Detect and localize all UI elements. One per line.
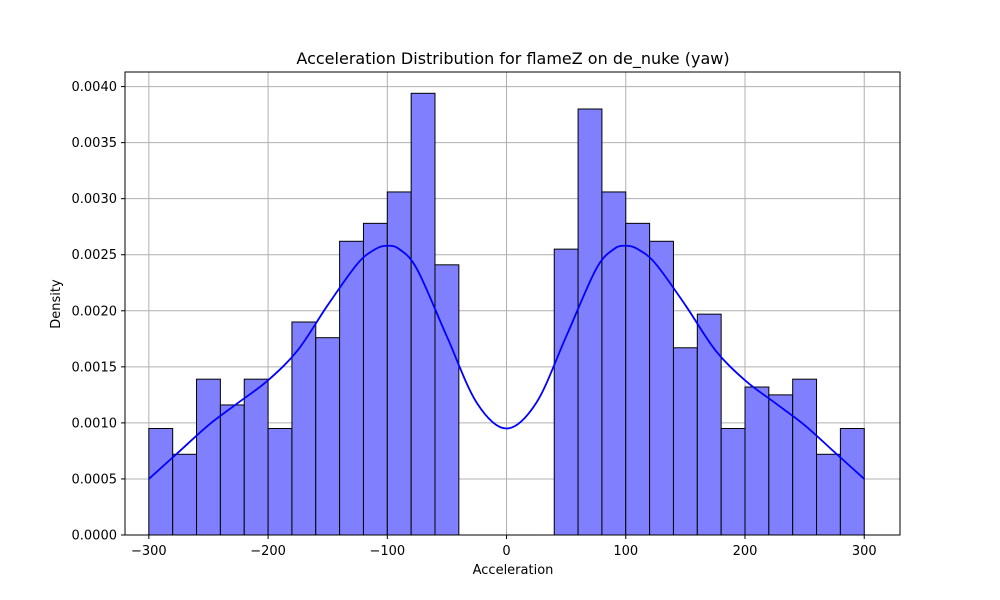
histogram-bar [386,191,412,536]
kde-curve [148,244,865,480]
y-tick-label: 0.0035 [72,136,118,151]
histogram-bar [219,404,245,536]
x-tick-label: 300 [852,544,877,559]
y-tick-label: 0.0020 [72,304,118,319]
y-tick-label: 0.0000 [72,529,118,544]
kde-layer [148,244,865,480]
y-tick-label: 0.0015 [72,360,118,375]
chart-title: Acceleration Distribution for flameZ on … [296,49,729,69]
histogram-bar [720,427,746,536]
histogram-bar [744,386,770,536]
histogram-bar [839,427,865,536]
x-tick-label: 100 [613,544,638,559]
x-tick-label: −200 [250,544,286,559]
histogram-bar [816,453,841,536]
ticks-layer: −300 −200 −100 0 100 200 300 0.0000 0.0005 0.0010… [72,80,877,559]
histogram-bar [339,240,364,536]
y-tick-label: 0.0005 [72,472,118,487]
y-tick-label: 0.0010 [72,416,118,431]
histogram-bar [410,92,436,536]
axes-layer [124,71,901,536]
histogram-bar [148,427,174,536]
histogram-bars [148,92,865,536]
histogram-bar [267,427,293,536]
y-axis-label: Density [49,279,64,329]
histogram-bar [434,264,460,536]
x-tick-label: −100 [369,544,405,559]
histogram-bar [243,378,269,536]
histogram-bar [172,453,198,536]
histogram-bar [362,222,388,536]
x-tick-label: 200 [733,544,758,559]
histogram-bar [196,378,221,536]
x-axis-label: Acceleration [473,563,554,578]
y-tick-label: 0.0040 [72,80,118,95]
histogram-bar [792,378,818,536]
histogram-bar [577,108,603,536]
histogram-bar [672,347,698,536]
y-tick-label: 0.0030 [72,192,118,207]
plot-frame [124,71,901,536]
x-tick-label: 0 [502,544,510,559]
histogram-bar [768,394,794,536]
histogram-bar [601,191,627,536]
histogram-bar [696,313,722,536]
histogram-bar [315,337,341,536]
x-tick-label: −300 [131,544,167,559]
histogram-bar [553,248,579,536]
histogram-bar [625,222,651,536]
histogram-bar [649,240,674,536]
y-tick-label: 0.0025 [72,248,118,263]
